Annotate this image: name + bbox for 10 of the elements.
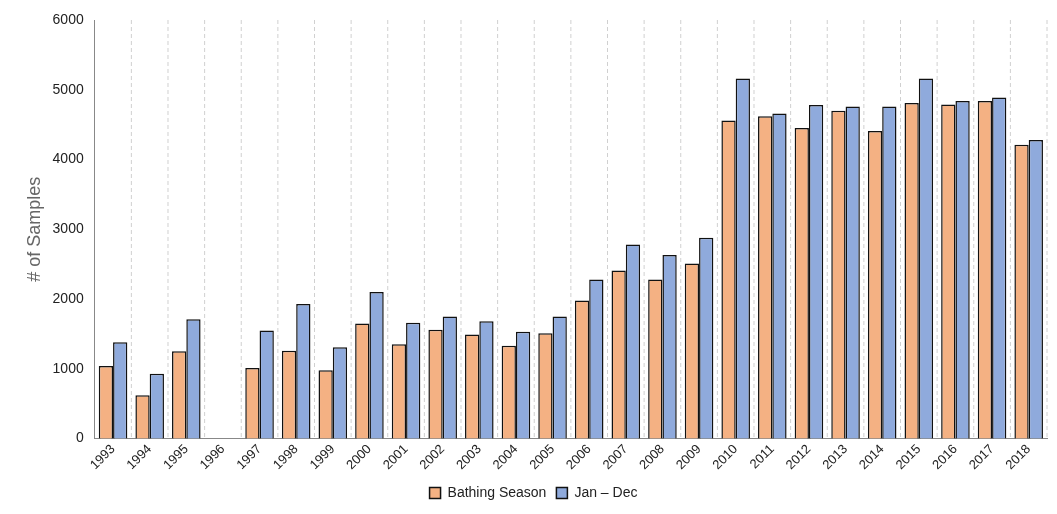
- legend-label: Jan – Dec: [574, 483, 638, 500]
- y-tick-label: 1000: [52, 359, 84, 376]
- y-tick-label: 4000: [52, 150, 84, 167]
- y-tick-label: 3000: [52, 220, 84, 237]
- y-axis-title: # of Samples: [23, 176, 44, 282]
- legend-label: Bathing Season: [447, 483, 547, 500]
- y-tick-label: 5000: [52, 80, 84, 97]
- y-tick-label: 0: [75, 429, 84, 446]
- y-tick-label: 2000: [52, 289, 84, 306]
- y-tick-label: 6000: [52, 10, 84, 27]
